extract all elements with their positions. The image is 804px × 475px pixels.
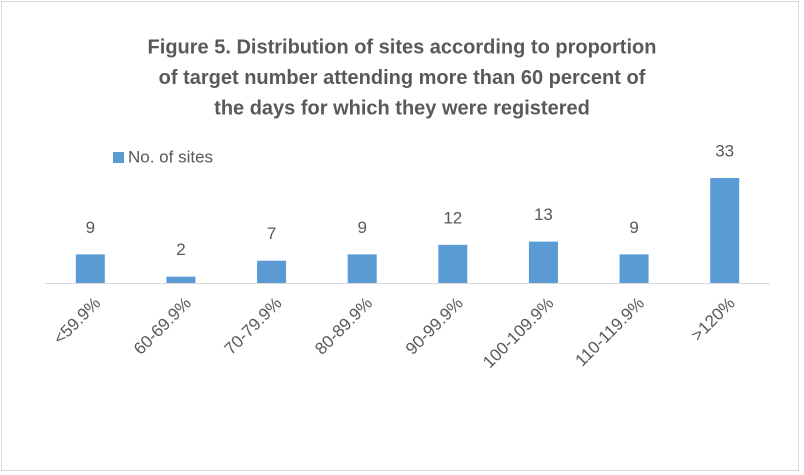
data-label: 9 (629, 218, 638, 237)
bar (438, 244, 468, 283)
data-label: 9 (86, 218, 95, 237)
bar (528, 241, 558, 283)
legend-swatch (113, 152, 124, 163)
bar (75, 254, 105, 283)
chart-title: the days for which they were registered (214, 97, 590, 119)
data-label: 9 (357, 218, 366, 237)
bar (347, 254, 377, 283)
data-label: 13 (534, 205, 553, 224)
bar (619, 254, 649, 283)
data-label: 12 (443, 208, 462, 227)
data-label: 2 (176, 240, 185, 259)
bar (710, 178, 740, 283)
chart-title: of target number attending more than 60 … (159, 67, 646, 89)
bar (166, 276, 196, 283)
bar (257, 260, 287, 283)
data-label: 33 (715, 141, 734, 160)
chart-title: Figure 5. Distribution of sites accordin… (148, 36, 657, 58)
legend-label: No. of sites (128, 147, 213, 166)
data-label: 7 (267, 224, 276, 243)
